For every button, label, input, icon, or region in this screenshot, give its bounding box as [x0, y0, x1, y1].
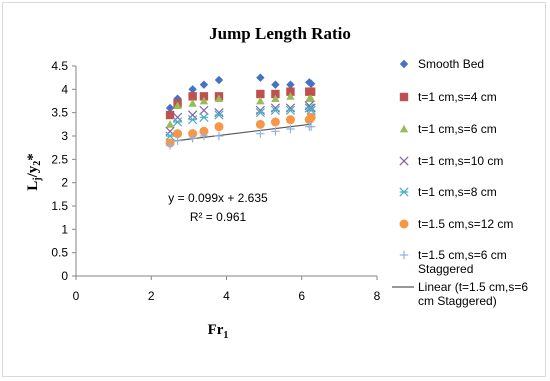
data-point-series-2 [165, 120, 175, 128]
data-point-series-5 [214, 122, 224, 132]
data-point-series-1 [199, 92, 209, 101]
data-point-series-1 [271, 89, 280, 99]
data-point-series-4 [270, 105, 281, 115]
data-point-series-0 [286, 80, 295, 89]
data-point-series-0 [165, 103, 175, 113]
legend-label-6: t=1.5 cm,s=6 cm Staggered [418, 248, 507, 276]
data-point-series-4 [306, 105, 316, 115]
x-axis-title: Fr1 [208, 322, 229, 341]
data-point-series-1 [306, 87, 316, 96]
data-point-series-2 [214, 94, 224, 103]
data-point-series-1 [256, 89, 265, 99]
legend-label-5: t=1.5 cm,s=12 cm [418, 217, 513, 231]
x-tick-label: 8 [374, 289, 381, 303]
data-point-series-4 [199, 112, 209, 122]
data-point-series-3 [199, 105, 209, 115]
svg-text:Lj/y2*: Lj/y2* [25, 153, 43, 191]
legend-label-2: t=1 cm,s=6 cm [418, 122, 497, 136]
data-point-series-4 [188, 115, 198, 125]
data-point-series-0 [188, 85, 197, 94]
y-tick-label: 2.5 [51, 152, 68, 166]
legend-marker-4 [399, 187, 409, 197]
data-point-series-6 [188, 134, 197, 143]
data-point-series-6 [271, 127, 280, 136]
data-point-series-6 [199, 131, 209, 141]
data-point-series-2 [286, 92, 295, 100]
data-point-series-4 [172, 117, 183, 127]
plot-area: 0 2 4 6 8 0 0.5 1 1.5 2 2.5 3 3.5 4 4.5 y = 0.099x + 2.… [51, 59, 380, 303]
trendline-equation: y = 0.099x + 2.635 [168, 191, 268, 205]
data-point-series-1 [188, 92, 197, 101]
data-point-series-5 [199, 126, 209, 136]
data-point-series-6 [173, 136, 182, 145]
data-point-series-3 [188, 110, 198, 120]
y-axis-title: Lj/y2* [25, 153, 43, 191]
data-point-series-6 [306, 122, 316, 131]
data-point-series-0 [214, 75, 224, 85]
y-tick-label: 1.5 [51, 199, 68, 213]
legend-marker-5 [399, 219, 409, 229]
data-point-series-2 [256, 96, 265, 105]
data-point-series-1 [165, 110, 175, 120]
data-point-series-2 [199, 96, 209, 105]
legend-label-0: Smooth Bed [418, 57, 484, 71]
svg-text:Fr1: Fr1 [208, 322, 229, 341]
legend-label-3: t=1 cm,s=10 cm [418, 154, 503, 168]
x-tick-label: 0 [73, 289, 80, 303]
legend-marker-2 [399, 124, 409, 133]
y-tick-label: 0.5 [51, 246, 68, 260]
data-point-series-1 [286, 87, 295, 96]
data-point-series-2 [188, 99, 197, 107]
data-point-series-6 [286, 124, 295, 134]
legend-marker-0 [399, 59, 409, 69]
data-point-series-2 [271, 94, 280, 103]
y-tick-label: 0 [61, 269, 68, 283]
data-point-series-5 [306, 112, 316, 122]
x-tick-label: 4 [223, 289, 230, 303]
data-point-series-0 [199, 80, 209, 89]
data-point-series-4 [214, 110, 224, 120]
legend-label-trendline: Linear (t=1.5 cm,s=6 cm Staggered) [418, 280, 528, 308]
y-tick-label: 1 [61, 222, 68, 236]
y-tick-label: 2 [61, 176, 68, 190]
trendline-r2: R² = 0.961 [190, 210, 247, 224]
legend-label-4: t=1 cm,s=8 cm [418, 185, 497, 199]
legend-marker-3 [399, 156, 409, 166]
data-point-series-0 [271, 80, 280, 89]
data-point-series-5 [188, 129, 198, 139]
data-point-series-4 [255, 108, 265, 118]
legend: Smooth Bed t=1 cm,s=4 cm t=1 cm,s=6 cm t=1 … [392, 57, 528, 308]
data-point-series-6 [256, 129, 265, 138]
data-point-series-2 [306, 94, 316, 103]
data-point-series-0 [256, 73, 265, 82]
data-point-series-6 [165, 141, 175, 150]
data-point-series-3 [172, 112, 183, 122]
legend-label-1: t=1 cm,s=4 cm [418, 90, 497, 104]
y-tick-label: 3.5 [51, 106, 68, 120]
data-point-series-2 [173, 101, 182, 110]
data-point-series-6 [214, 131, 224, 141]
data-point-series-4 [285, 105, 296, 115]
x-tick-label: 6 [298, 289, 305, 303]
legend-marker-6 [399, 250, 409, 260]
data-point-series-0 [306, 79, 316, 88]
data-point-series-5 [255, 119, 265, 129]
y-tick-label: 3 [61, 129, 68, 143]
data-point-series-4 [165, 131, 175, 141]
y-tick-label: 4 [61, 82, 68, 96]
legend-marker-1 [399, 92, 409, 102]
data-point-series-5 [285, 115, 295, 125]
y-tick-label: 4.5 [51, 59, 68, 73]
data-point-series-5 [173, 129, 183, 139]
chart-frame [2, 2, 546, 377]
data-point-series-5 [270, 117, 280, 127]
chart-title: Jump Length Ratio [209, 24, 351, 43]
x-tick-label: 2 [148, 289, 155, 303]
data-point-series-3 [165, 126, 175, 136]
